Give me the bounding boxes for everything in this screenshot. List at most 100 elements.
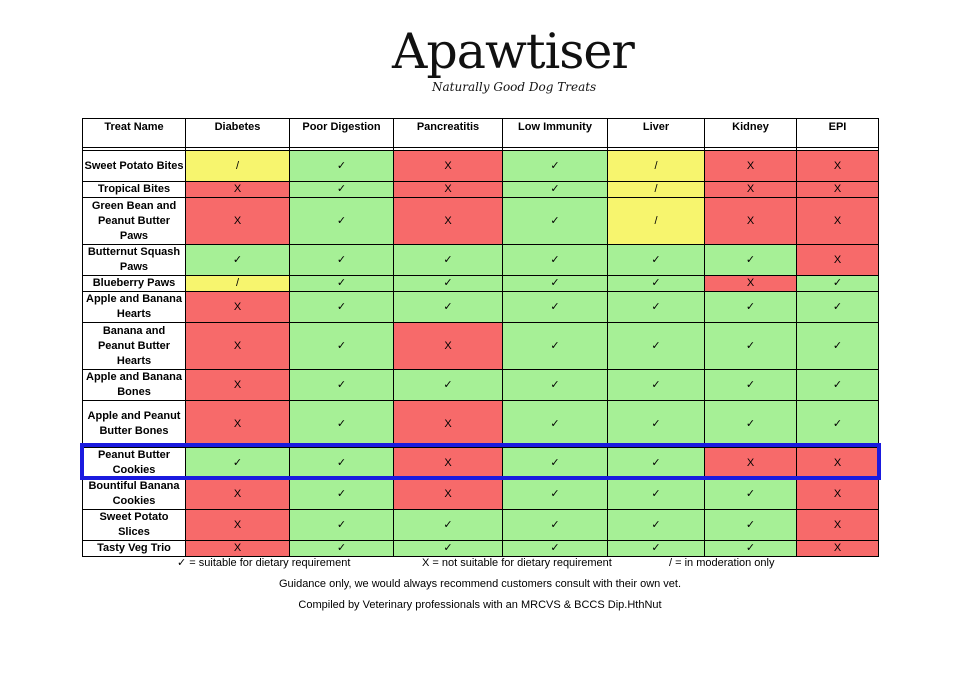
suitability-cell: ✓: [289, 369, 394, 401]
suitability-cell: ✓: [607, 400, 705, 448]
suitability-cell: X: [393, 447, 503, 479]
suitability-cell: ✓: [607, 275, 705, 292]
suitability-cell: X: [393, 478, 503, 510]
suitability-cell: ✓: [796, 291, 879, 323]
column-header: Pancreatitis: [393, 118, 503, 148]
treat-name-cell: Sweet Potato Slices: [82, 509, 186, 541]
suitability-cell: /: [185, 150, 290, 182]
treat-name-cell: Tropical Bites: [82, 181, 186, 198]
suitability-cell: ✓: [607, 322, 705, 370]
suitability-cell: X: [393, 181, 503, 198]
column-header: Poor Digestion: [289, 118, 394, 148]
suitability-cell: X: [393, 150, 503, 182]
suitability-cell: ✓: [393, 244, 503, 276]
suitability-cell: ✓: [185, 447, 290, 479]
suitability-cell: ✓: [289, 322, 394, 370]
suitability-cell: X: [185, 509, 290, 541]
column-header: EPI: [796, 118, 879, 148]
suitability-cell: ✓: [289, 478, 394, 510]
suitability-cell: ✓: [289, 447, 394, 479]
suitability-cell: ✓: [502, 540, 608, 557]
suitability-cell: /: [185, 275, 290, 292]
suitability-cell: X: [796, 150, 879, 182]
suitability-cell: ✓: [502, 400, 608, 448]
column-header: Diabetes: [185, 118, 290, 148]
suitability-cell: ✓: [704, 291, 797, 323]
suitability-cell: X: [185, 400, 290, 448]
treat-name-cell: Apple and Peanut Butter Bones: [82, 400, 186, 448]
suitability-cell: ✓: [607, 509, 705, 541]
suitability-cell: ✓: [704, 540, 797, 557]
suitability-cell: X: [704, 150, 797, 182]
table-row: Green Bean and Peanut Butter Paws X ✓ X ✓ / X X: [82, 197, 879, 245]
suitability-cell: X: [393, 400, 503, 448]
legend-not-suitable: X = not suitable for dietary requirement: [422, 557, 612, 569]
suitability-cell: X: [185, 197, 290, 245]
treat-name-cell: Peanut Butter Cookies: [82, 447, 186, 479]
suitability-cell: ✓: [502, 197, 608, 245]
suitability-cell: ✓: [704, 509, 797, 541]
suitability-cell: X: [185, 540, 290, 557]
suitability-cell: ✓: [607, 447, 705, 479]
suitability-cell: ✓: [796, 275, 879, 292]
suitability-cell: ✓: [502, 275, 608, 292]
suitability-cell: X: [796, 540, 879, 557]
legend-moderation: / = in moderation only: [669, 557, 775, 569]
brand-logo: Apawtiser Naturally Good Dog Treats: [0, 18, 960, 98]
treat-name-cell: Blueberry Paws: [82, 275, 186, 292]
treat-name-cell: Butternut Squash Paws: [82, 244, 186, 276]
guidance-note: Guidance only, we would always recommend…: [278, 578, 682, 590]
suitability-cell: ✓: [393, 275, 503, 292]
table-row: Apple and Banana Hearts X ✓ ✓ ✓ ✓ ✓ ✓: [82, 291, 879, 323]
suitability-cell: ✓: [607, 478, 705, 510]
suitability-cell: ✓: [607, 369, 705, 401]
suitability-cell: ✓: [393, 369, 503, 401]
suitability-cell: ✓: [289, 181, 394, 198]
suitability-cell: X: [796, 197, 879, 245]
treat-name-cell: Bountiful Banana Cookies: [82, 478, 186, 510]
treat-name-cell: Tasty Veg Trio: [82, 540, 186, 557]
table-row: Apple and Banana Bones X ✓ ✓ ✓ ✓ ✓ ✓: [82, 369, 879, 401]
suitability-cell: ✓: [502, 447, 608, 479]
brand-tagline: Naturally Good Dog Treats: [432, 80, 597, 94]
suitability-cell: X: [704, 447, 797, 479]
table-header-row: Treat Name Diabetes Poor Digestion Pancreat…: [82, 118, 879, 148]
suitability-cell: ✓: [502, 291, 608, 323]
treat-suitability-table: Treat Name Diabetes Poor Digestion Pancreat…: [82, 118, 879, 557]
suitability-cell: ✓: [289, 150, 394, 182]
suitability-cell: ✓: [607, 540, 705, 557]
treat-name-cell: Apple and Banana Bones: [82, 369, 186, 401]
suitability-cell: ✓: [796, 369, 879, 401]
suitability-cell: ✓: [502, 509, 608, 541]
brand-name: Apawtiser: [392, 23, 635, 80]
suitability-cell: /: [607, 181, 705, 198]
suitability-cell: ✓: [185, 244, 290, 276]
table-row: Sweet Potato Bites / ✓ X ✓ / X X: [82, 150, 879, 182]
suitability-cell: ✓: [796, 400, 879, 448]
compiled-note: Compiled by Veterinary professionals wit…: [298, 599, 662, 611]
table-row: Apple and Peanut Butter Bones X ✓ X ✓ ✓ ✓ ✓: [82, 400, 879, 448]
suitability-cell: ✓: [704, 400, 797, 448]
suitability-cell: ✓: [704, 478, 797, 510]
table-row: Banana and Peanut Butter Hearts X ✓ X ✓ ✓ ✓ ✓: [82, 322, 879, 370]
suitability-cell: ✓: [502, 150, 608, 182]
suitability-cell: ✓: [289, 540, 394, 557]
suitability-cell: ✓: [393, 291, 503, 323]
table-row: Sweet Potato Slices X ✓ ✓ ✓ ✓ ✓ X: [82, 509, 879, 541]
suitability-cell: ✓: [289, 244, 394, 276]
treat-name-cell: Banana and Peanut Butter Hearts: [82, 322, 186, 370]
table-row: Butternut Squash Paws ✓ ✓ ✓ ✓ ✓ ✓ X: [82, 244, 879, 276]
suitability-cell: ✓: [289, 197, 394, 245]
suitability-cell: X: [796, 447, 879, 479]
suitability-cell: X: [796, 509, 879, 541]
suitability-cell: ✓: [393, 509, 503, 541]
suitability-cell: X: [185, 181, 290, 198]
suitability-cell: ✓: [289, 291, 394, 323]
suitability-cell: ✓: [704, 322, 797, 370]
table-body: Sweet Potato Bites / ✓ X ✓ / X X Tropical Bites X…: [82, 147, 879, 557]
suitability-cell: ✓: [502, 181, 608, 198]
suitability-cell: ✓: [502, 478, 608, 510]
suitability-cell: X: [796, 181, 879, 198]
table-row: Bountiful Banana Cookies X ✓ X ✓ ✓ ✓ X: [82, 478, 879, 510]
suitability-cell: X: [185, 291, 290, 323]
